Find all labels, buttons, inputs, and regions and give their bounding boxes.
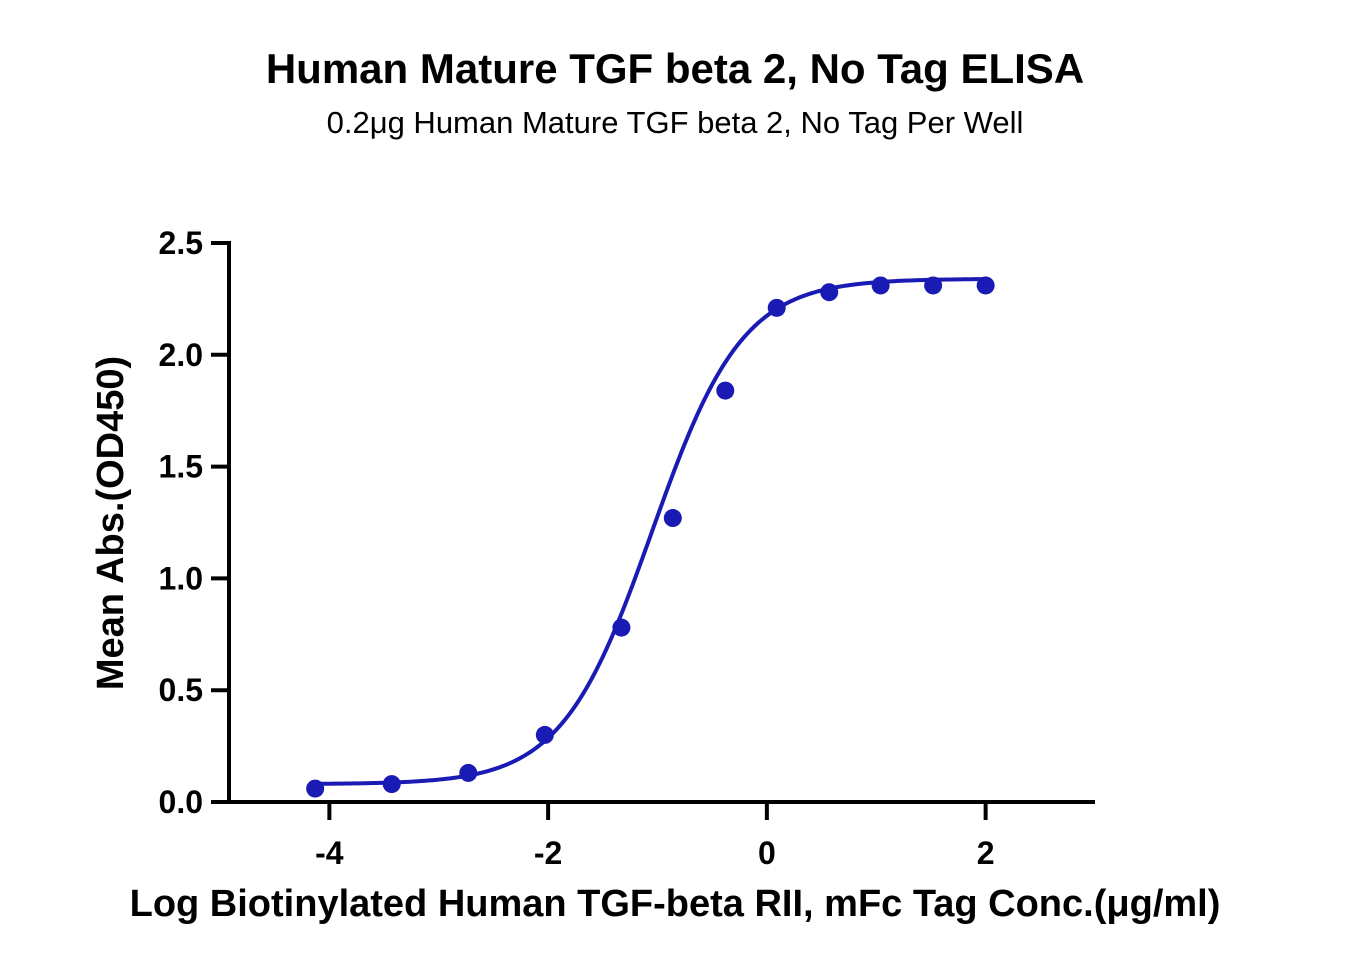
y-tick-label: 2.5 — [159, 225, 203, 261]
y-tick-label: 0.0 — [159, 784, 203, 820]
points-layer — [306, 276, 995, 798]
x-tick-label: 2 — [977, 835, 995, 871]
x-tick-label: 0 — [758, 835, 776, 871]
y-tick-label: 1.0 — [159, 560, 203, 596]
data-point — [871, 276, 890, 295]
data-point — [535, 725, 554, 744]
data-point — [767, 298, 786, 317]
y-axis-title: Mean Abs.(OD450) — [90, 356, 132, 690]
data-point — [382, 775, 401, 794]
data-point — [459, 763, 478, 782]
data-point — [976, 276, 995, 295]
x-tick-label: -4 — [315, 835, 344, 871]
fit-curve — [313, 277, 988, 786]
x-tick-label: -2 — [534, 835, 562, 871]
data-point — [306, 779, 325, 798]
y-tick-label: 0.5 — [159, 672, 203, 708]
data-point — [716, 381, 735, 400]
data-point — [612, 618, 631, 637]
data-point — [924, 276, 943, 295]
axes: 0.0 0.5 1.0 1.5 2.0 2.5 -4 -2 0 2 — [159, 225, 1095, 871]
x-axis-title: Log Biotinylated Human TGF-beta RII, mFc… — [130, 883, 1221, 925]
chart-subtitle: 0.2μg Human Mature TGF beta 2, No Tag Pe… — [327, 105, 1024, 140]
y-tick-label: 2.0 — [159, 337, 203, 373]
fit-layer — [313, 277, 988, 786]
data-point — [663, 509, 682, 528]
chart-title: Human Mature TGF beta 2, No Tag ELISA — [266, 45, 1084, 92]
data-point — [820, 283, 839, 302]
y-tick-label: 1.5 — [159, 449, 203, 485]
